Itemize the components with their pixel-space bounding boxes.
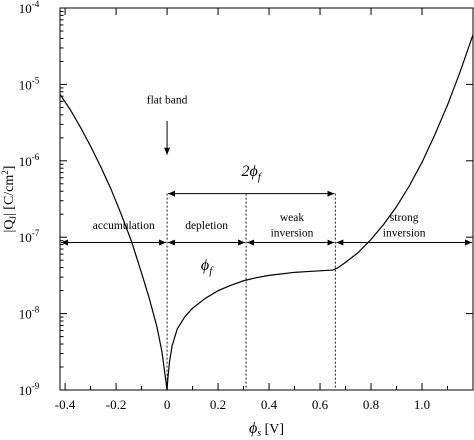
y-tick-power: -6 [32,152,40,162]
phi-f-sub: f [209,265,214,277]
x-axis-title-symbol: ϕ [249,420,257,437]
y-tick-base: 10 [19,154,32,169]
charge-curve [59,34,474,391]
y-tick-label: 10-5 [19,75,40,92]
region-label: inversion [383,227,426,239]
x-axis-title-sub: s [257,428,261,439]
y-axis-title-part: |Q [2,220,17,233]
y-tick-base: 10 [19,77,32,92]
y-tick-base: 10 [19,230,32,245]
y-axis-title-sup: 2 [0,170,10,175]
x-tick-label: 1.0 [414,397,430,412]
y-tick-label: 10-6 [19,152,40,169]
reference-lines [166,193,336,390]
two-phi-f-label: 2ϕf [242,163,263,183]
phi-f-symbol: ϕ [201,257,209,274]
x-tick-label: 0.6 [312,397,329,412]
plot-frame [59,7,474,391]
flat-band-label: flat band [147,95,188,107]
region-label: weak [280,212,305,224]
y-tick-label: 10-7 [19,228,40,245]
x-axis-title-unit: [V] [261,422,284,437]
y-tick-label: 10-8 [19,305,40,322]
y-axis-title: |QJ| [C/cm2] [0,166,18,233]
x-tick-label: -0.2 [106,397,127,412]
x-tick-label: 0.4 [261,397,278,412]
region-label: strong [390,212,419,224]
region-label: accumulation [93,220,155,232]
y-axis-title-unit: | [C/cm [2,175,17,216]
y-tick-label: 10-4 [19,0,40,16]
phi-f-label: ϕf [201,257,214,277]
x-tick-label: 0.2 [210,397,226,412]
y-tick-label: 10-9 [19,381,40,398]
x-tick-label: 0 [164,397,171,412]
y-tick-power: -5 [32,75,40,85]
y-tick-power: -4 [32,0,40,9]
y-tick-base: 10 [19,307,32,322]
region-label: depletion [185,220,228,232]
two-phi-f-symbol: 2ϕ [242,163,258,180]
x-tick-label: 0.8 [363,397,379,412]
y-tick-base: 10 [19,383,32,398]
axis-ticks: -0.4 -0.2 0 0.2 0.4 0.6 0.8 1.010-910-810-710-6… [19,0,473,412]
y-axis-title-end: ] [2,166,17,171]
two-phi-f-sub: f [258,171,263,183]
y-tick-power: -7 [32,228,40,238]
y-tick-power: -8 [32,305,40,315]
y-tick-base: 10 [19,1,32,16]
region-label: inversion [271,227,314,239]
y-axis-title-sub: J [8,216,18,220]
annotations: accumulation depletion weak inversion strong… [61,95,472,277]
y-tick-power: -9 [32,381,40,391]
x-tick-label: -0.4 [55,397,76,412]
x-axis-title: ϕs [V] [249,420,284,439]
data-curve [59,34,474,391]
